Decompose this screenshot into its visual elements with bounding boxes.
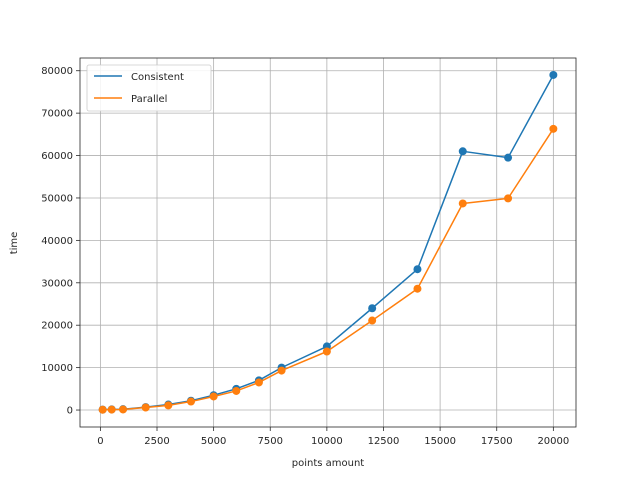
- series-parallel: [98, 124, 558, 414]
- data-point: [413, 265, 422, 274]
- x-tick-label: 7500: [258, 436, 283, 447]
- data-point: [504, 194, 513, 203]
- x-tick-label: 0: [97, 436, 103, 447]
- data-point: [107, 405, 116, 414]
- data-point: [458, 147, 467, 156]
- data-point: [141, 403, 150, 412]
- x-tick-label: 15000: [424, 436, 456, 447]
- plot-frame: [79, 57, 577, 428]
- y-tick-label: 60000: [41, 151, 73, 162]
- y-tick-label: 70000: [41, 109, 73, 120]
- legend: Consistent Parallel: [86, 64, 212, 112]
- x-tick-label: 12500: [368, 436, 400, 447]
- data-point: [368, 304, 377, 313]
- y-tick-label: 20000: [41, 321, 73, 332]
- data-point: [549, 124, 558, 133]
- data-point: [254, 378, 263, 387]
- x-tick-label: 20000: [537, 436, 569, 447]
- y-tick-label: 10000: [41, 363, 73, 374]
- x-tick-label: 2500: [144, 436, 169, 447]
- y-axis-label: time: [9, 232, 20, 255]
- legend-label: Parallel: [131, 94, 167, 105]
- grid-lines: [80, 58, 576, 427]
- y-tick-label: 0: [67, 406, 73, 417]
- data-point: [98, 405, 107, 414]
- series-line: [102, 74, 555, 411]
- y-axis-ticks: 0 10000 20000 30000 40000 50000 60000 70000 8000…: [41, 66, 80, 417]
- series-consistent: [98, 70, 558, 414]
- y-tick-label: 50000: [41, 193, 73, 204]
- y-tick-label: 40000: [41, 236, 73, 247]
- y-tick-label: 30000: [41, 278, 73, 289]
- data-point: [504, 153, 513, 162]
- data-point: [119, 405, 128, 414]
- data-point: [186, 397, 195, 406]
- x-tick-label: 10000: [311, 436, 343, 447]
- y-tick-label: 80000: [41, 66, 73, 77]
- x-axis-ticks: 0 2500 5000 7500 10000 12500 15000 17500 20000: [97, 427, 569, 447]
- x-tick-label: 17500: [481, 436, 513, 447]
- data-point: [413, 284, 422, 293]
- data-point: [549, 70, 558, 79]
- data-point: [277, 366, 286, 375]
- x-axis-label: points amount: [292, 458, 365, 469]
- data-point: [322, 347, 331, 356]
- data-point: [209, 392, 218, 401]
- legend-label: Consistent: [131, 72, 184, 83]
- data-point: [164, 401, 173, 410]
- data-point: [368, 316, 377, 325]
- series-line: [102, 128, 554, 411]
- x-tick-label: 5000: [201, 436, 226, 447]
- data-point: [458, 199, 467, 208]
- data-point: [232, 386, 241, 395]
- series-layer: [98, 70, 558, 414]
